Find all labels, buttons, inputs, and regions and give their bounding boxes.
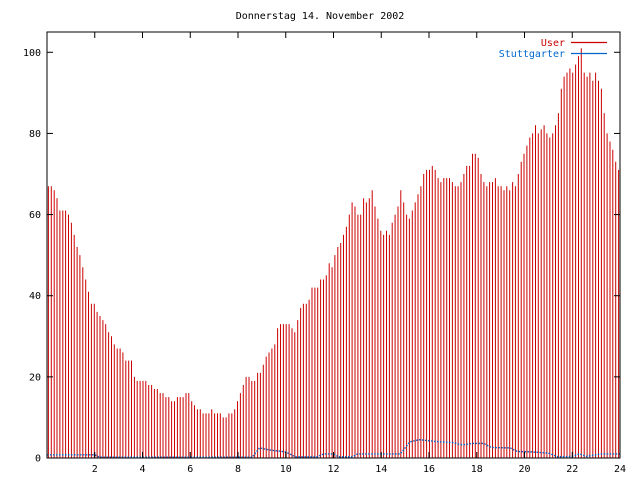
legend-label-stuttgarter: Stuttgarter <box>499 49 565 60</box>
y-tick-label: 20 <box>29 372 41 383</box>
stuttgarter-line <box>47 438 620 458</box>
x-tick-label: 24 <box>614 464 626 475</box>
chart-title: Donnerstag 14. November 2002 <box>236 11 405 22</box>
x-tick-label: 4 <box>139 464 145 475</box>
user-bars <box>47 48 620 458</box>
x-tick-label: 14 <box>375 464 387 475</box>
y-tick-label: 0 <box>35 454 41 465</box>
y-tick-label: 100 <box>23 48 41 59</box>
x-tick-label: 8 <box>235 464 241 475</box>
legend: User Stuttgarter <box>499 38 607 60</box>
y-tick-label: 60 <box>29 210 41 221</box>
y-axis: 0 20 40 60 80 100 <box>23 48 620 465</box>
y-tick-label: 40 <box>29 291 41 302</box>
x-tick-label: 20 <box>518 464 530 475</box>
legend-label-user: User <box>541 38 565 49</box>
x-tick-label: 22 <box>566 464 578 475</box>
plot-frame <box>46 31 621 459</box>
x-tick-label: 2 <box>92 464 98 475</box>
x-tick-label: 18 <box>471 464 483 475</box>
x-tick-label: 6 <box>187 464 193 475</box>
x-tick-label: 10 <box>280 464 292 475</box>
y-tick-label: 80 <box>29 129 41 140</box>
x-tick-label: 12 <box>327 464 339 475</box>
x-tick-label: 16 <box>423 464 435 475</box>
x-axis: 2 4 6 8 10 12 14 16 18 20 22 24 <box>92 32 626 475</box>
